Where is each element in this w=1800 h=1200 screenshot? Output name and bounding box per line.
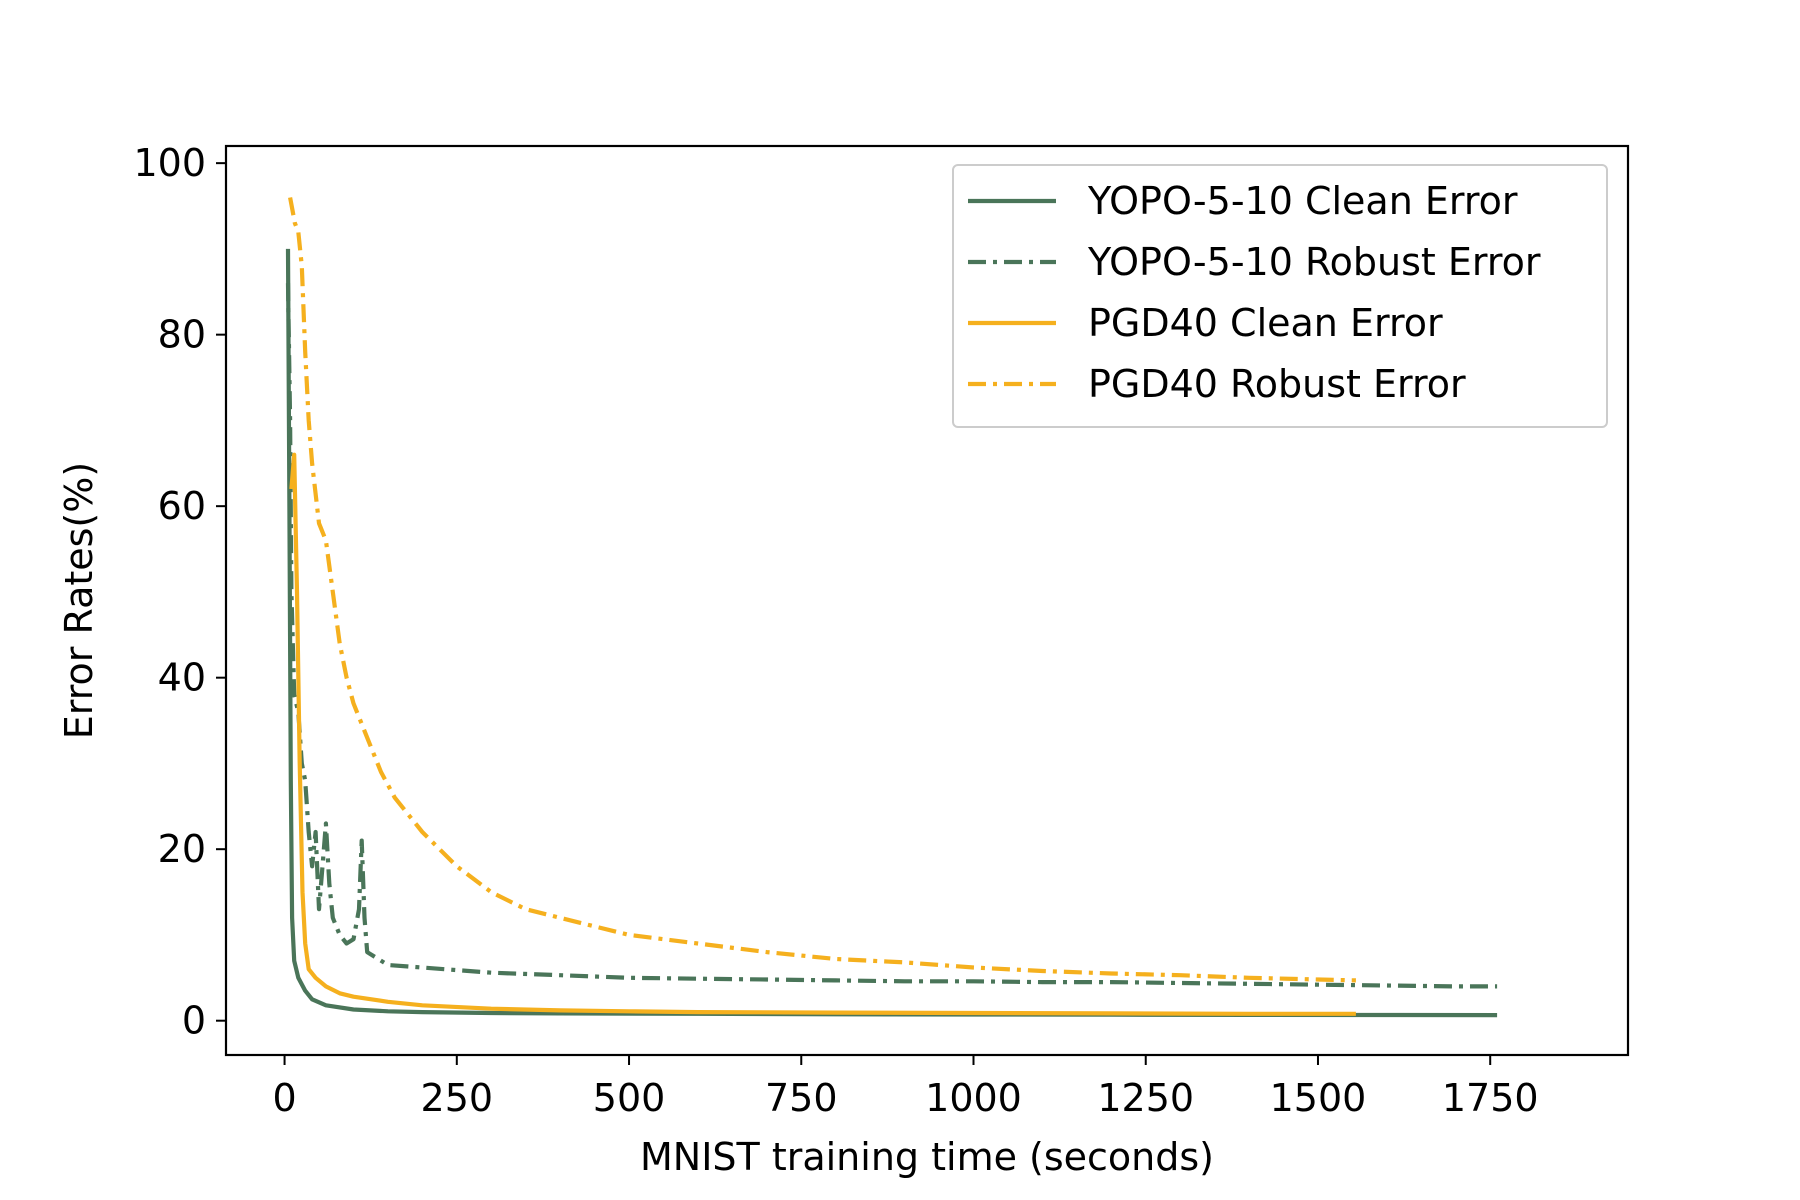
y-tick-label: 100 — [133, 141, 206, 185]
y-tick-label: 20 — [158, 827, 206, 871]
y-tick-label: 60 — [158, 484, 206, 528]
x-tick-label: 750 — [765, 1076, 838, 1120]
x-tick-label: 1500 — [1270, 1076, 1367, 1120]
legend-label: PGD40 Clean Error — [1088, 301, 1443, 345]
x-tick-label: 1250 — [1097, 1076, 1194, 1120]
x-tick-label: 500 — [593, 1076, 666, 1120]
legend-label: YOPO-5-10 Robust Error — [1087, 240, 1541, 284]
y-axis-label: Error Rates(%) — [57, 462, 101, 739]
x-tick-label: 250 — [421, 1076, 494, 1120]
legend-label: PGD40 Robust Error — [1088, 362, 1466, 406]
legend-label: YOPO-5-10 Clean Error — [1087, 179, 1518, 223]
legend: YOPO-5-10 Clean Error YOPO-5-10 Robust Er… — [952, 164, 1608, 428]
x-axis-label: MNIST training time (seconds) — [640, 1135, 1214, 1179]
y-tick-label: 80 — [158, 313, 206, 357]
series-layer — [285, 197, 1498, 1018]
x-tick-label: 1750 — [1442, 1076, 1539, 1120]
y-axis: 0 20 40 60 80 100 — [133, 141, 226, 1043]
x-axis: 0 250 500 750 1000 1250 1500 1750 — [272, 1055, 1539, 1120]
plot-frame — [224, 144, 1630, 1057]
y-tick-label: 0 — [182, 999, 206, 1043]
legend-box — [952, 164, 1608, 428]
x-tick-label: 0 — [272, 1076, 296, 1120]
series-line-2 — [285, 283, 1498, 989]
x-tick-label: 1000 — [925, 1076, 1022, 1120]
y-tick-label: 40 — [158, 656, 206, 700]
series-line-3 — [289, 452, 1356, 1016]
series-line-4 — [288, 197, 1356, 983]
